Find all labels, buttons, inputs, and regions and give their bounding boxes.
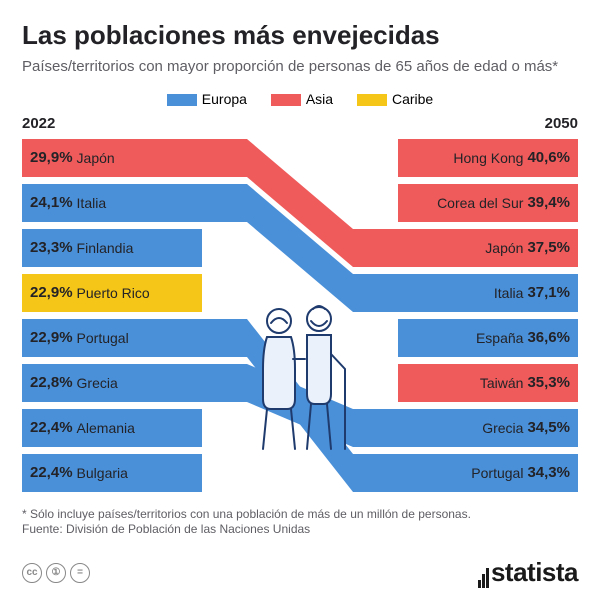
rank-row: 24,1% Italia — [22, 184, 202, 222]
country: Italia — [494, 285, 524, 301]
footnote: * Sólo incluye países/territorios con un… — [22, 507, 578, 538]
rank-row: Corea del Sur 39,4% — [398, 184, 578, 222]
country: Grecia — [482, 420, 523, 436]
country: Taiwán — [480, 375, 524, 391]
country: Grecia — [77, 375, 118, 391]
country: Portugal — [471, 465, 523, 481]
pct: 35,3% — [527, 374, 570, 391]
footer: cc①= statista — [22, 557, 578, 588]
subtitle: Países/territorios con mayor proporción … — [22, 57, 578, 77]
elderly-illustration — [245, 299, 355, 464]
pct: 22,4% — [30, 464, 73, 481]
title: Las poblaciones más envejecidas — [22, 20, 578, 51]
country: Portugal — [77, 330, 129, 346]
legend-swatch — [167, 94, 197, 106]
rank-row: Grecia 34,5% — [398, 409, 578, 447]
legend-swatch — [271, 94, 301, 106]
country: Puerto Rico — [77, 285, 150, 301]
slope-chart: 29,9% Japón 24,1% Italia 23,3% Finlandia 22… — [22, 139, 578, 497]
legend-item-caribe: Caribe — [357, 91, 433, 107]
year-left: 2022 — [22, 115, 55, 132]
infographic: Las poblaciones más envejecidas Países/t… — [0, 0, 600, 600]
country: Italia — [77, 195, 107, 211]
connector — [202, 139, 398, 267]
pct: 23,3% — [30, 239, 73, 256]
country: Japón — [485, 240, 523, 256]
pct: 22,8% — [30, 374, 73, 391]
pct: 22,9% — [30, 329, 73, 346]
rank-row: 29,9% Japón — [22, 139, 202, 177]
rank-row: 22,9% Puerto Rico — [22, 274, 202, 312]
pct: 34,3% — [527, 464, 570, 481]
column-2022: 29,9% Japón 24,1% Italia 23,3% Finlandia 22… — [22, 139, 202, 499]
rank-row: 22,8% Grecia — [22, 364, 202, 402]
legend-swatch — [357, 94, 387, 106]
pct: 37,1% — [527, 284, 570, 301]
rank-row: Taiwán 35,3% — [398, 364, 578, 402]
pct: 36,6% — [527, 329, 570, 346]
rank-row: Portugal 34,3% — [398, 454, 578, 492]
year-right: 2050 — [545, 115, 578, 132]
cc-license-icon: cc①= — [22, 563, 90, 583]
rank-row: Japón 37,5% — [398, 229, 578, 267]
country: Bulgaria — [77, 465, 128, 481]
pct: 40,6% — [527, 149, 570, 166]
pct: 37,5% — [527, 239, 570, 256]
legend-item-asia: Asia — [271, 91, 333, 107]
connector — [202, 364, 398, 447]
rank-row: España 36,6% — [398, 319, 578, 357]
legend-item-europa: Europa — [167, 91, 247, 107]
country: España — [476, 330, 523, 346]
connectors — [202, 139, 398, 497]
rank-row: 22,9% Portugal — [22, 319, 202, 357]
country: Corea del Sur — [437, 195, 523, 211]
rank-row: 22,4% Bulgaria — [22, 454, 202, 492]
rank-row: Italia 37,1% — [398, 274, 578, 312]
connector — [202, 319, 398, 492]
legend: Europa Asia Caribe — [22, 91, 578, 107]
column-2050: Hong Kong 40,6% Corea del Sur 39,4% Japón … — [398, 139, 578, 499]
pct: 22,9% — [30, 284, 73, 301]
statista-logo: statista — [478, 557, 578, 588]
pct: 39,4% — [527, 194, 570, 211]
pct: 24,1% — [30, 194, 73, 211]
pct: 29,9% — [30, 149, 73, 166]
connector — [202, 184, 398, 312]
pct: 22,4% — [30, 419, 73, 436]
country: Finlandia — [77, 240, 134, 256]
country: Japón — [77, 150, 115, 166]
rank-row: Hong Kong 40,6% — [398, 139, 578, 177]
year-row: 2022 2050 — [22, 115, 578, 135]
rank-row: 23,3% Finlandia — [22, 229, 202, 267]
rank-row: 22,4% Alemania — [22, 409, 202, 447]
country: Alemania — [77, 420, 135, 436]
pct: 34,5% — [527, 419, 570, 436]
country: Hong Kong — [453, 150, 523, 166]
